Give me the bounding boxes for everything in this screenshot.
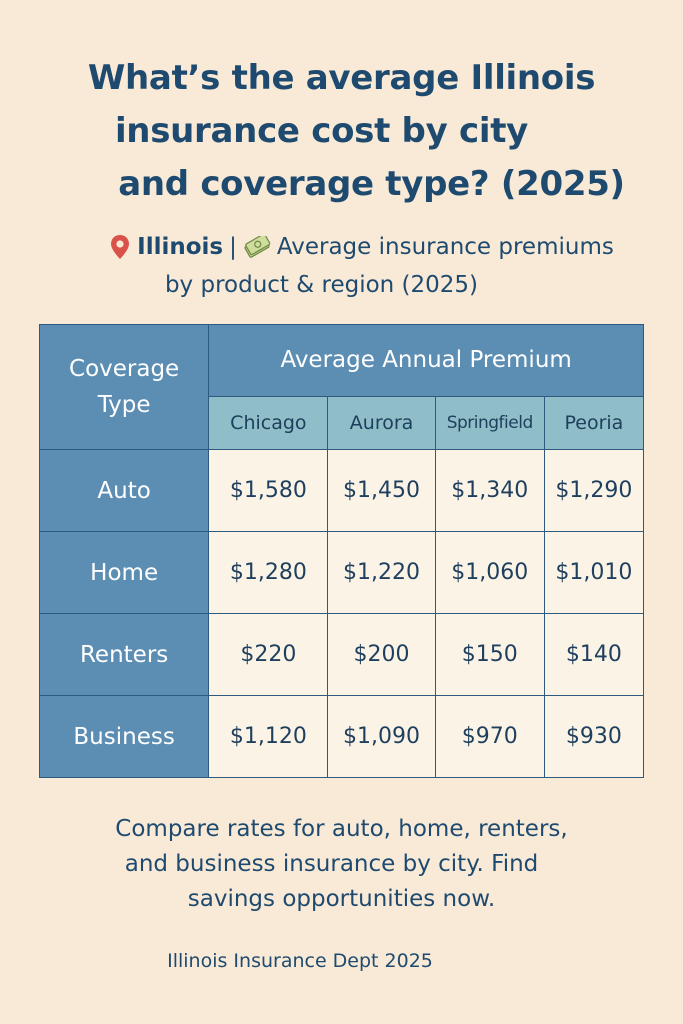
map-pin-icon [111,235,130,259]
table-row-business: Business $1,120 $1,090 $970 $930 [38,695,645,778]
subtitle-text-1: Average insurance premiums [276,234,614,260]
table-cell: $1,340 [434,449,545,532]
column-header-aurora: Aurora [327,395,436,451]
row-label-business: Business [38,695,210,778]
row-label-auto: Auto [38,449,210,532]
table-cell: $200 [327,613,436,696]
table-cell: $1,010 [543,531,645,614]
table-cell: $150 [434,613,545,696]
table-cell: $1,120 [208,695,329,778]
table-cell: $1,280 [208,531,329,614]
table-cell: $1,290 [543,449,645,532]
cta-line-3: savings opportunities now. [187,886,496,912]
source-note: Illinois Insurance Dept 2025 [167,950,433,972]
subtitle: Illinois | Average insurance premiums by… [0,228,683,304]
table-cell: $1,580 [208,449,329,532]
title-line-3: and coverage type? (2025) [118,164,625,204]
column-header-peoria: Peoria [543,395,645,451]
table-row-home: Home $1,280 $1,220 $1,060 $1,010 [38,531,645,614]
table-cell: $220 [208,613,329,696]
annual-premium-header: Average Annual Premium [208,324,644,397]
table-row-renters: Renters $220 $200 $150 $140 [38,613,645,696]
coverage-type-header: Coverage Type [38,324,210,450]
cta-line-1: Compare rates for auto, home, renters, [115,816,568,842]
title-line-1: What’s the average Illinois [87,58,596,98]
table-cell: $1,220 [327,531,436,614]
subtitle-text-2: by product & region (2025) [164,272,479,298]
title-line-2: insurance cost by city [114,111,529,151]
row-label-renters: Renters [38,613,210,696]
table-cell: $930 [543,695,645,778]
subtitle-separator: | [229,234,237,260]
table-cell: $970 [434,695,545,778]
cta-line-2: and business insurance by city. Find [124,851,539,877]
page-title: What’s the average Illinois insurance co… [0,52,683,211]
premium-table: Coverage Type Average Annual Premium Chi… [38,324,645,778]
coverage-type-header-label: Coverage Type [69,356,180,418]
table-row-auto: Auto $1,580 $1,450 $1,340 $1,290 [38,449,645,532]
table-cell: $1,060 [434,531,545,614]
table-cell: $140 [543,613,645,696]
column-header-chicago: Chicago [208,395,329,451]
table-cell: $1,450 [327,449,436,532]
money-icon [244,236,271,258]
column-header-springfield: Springfield [434,395,545,451]
call-to-action: Compare rates for auto, home, renters, a… [0,812,683,917]
row-label-home: Home [38,531,210,614]
table-cell: $1,090 [327,695,436,778]
state-name: Illinois [137,234,224,260]
